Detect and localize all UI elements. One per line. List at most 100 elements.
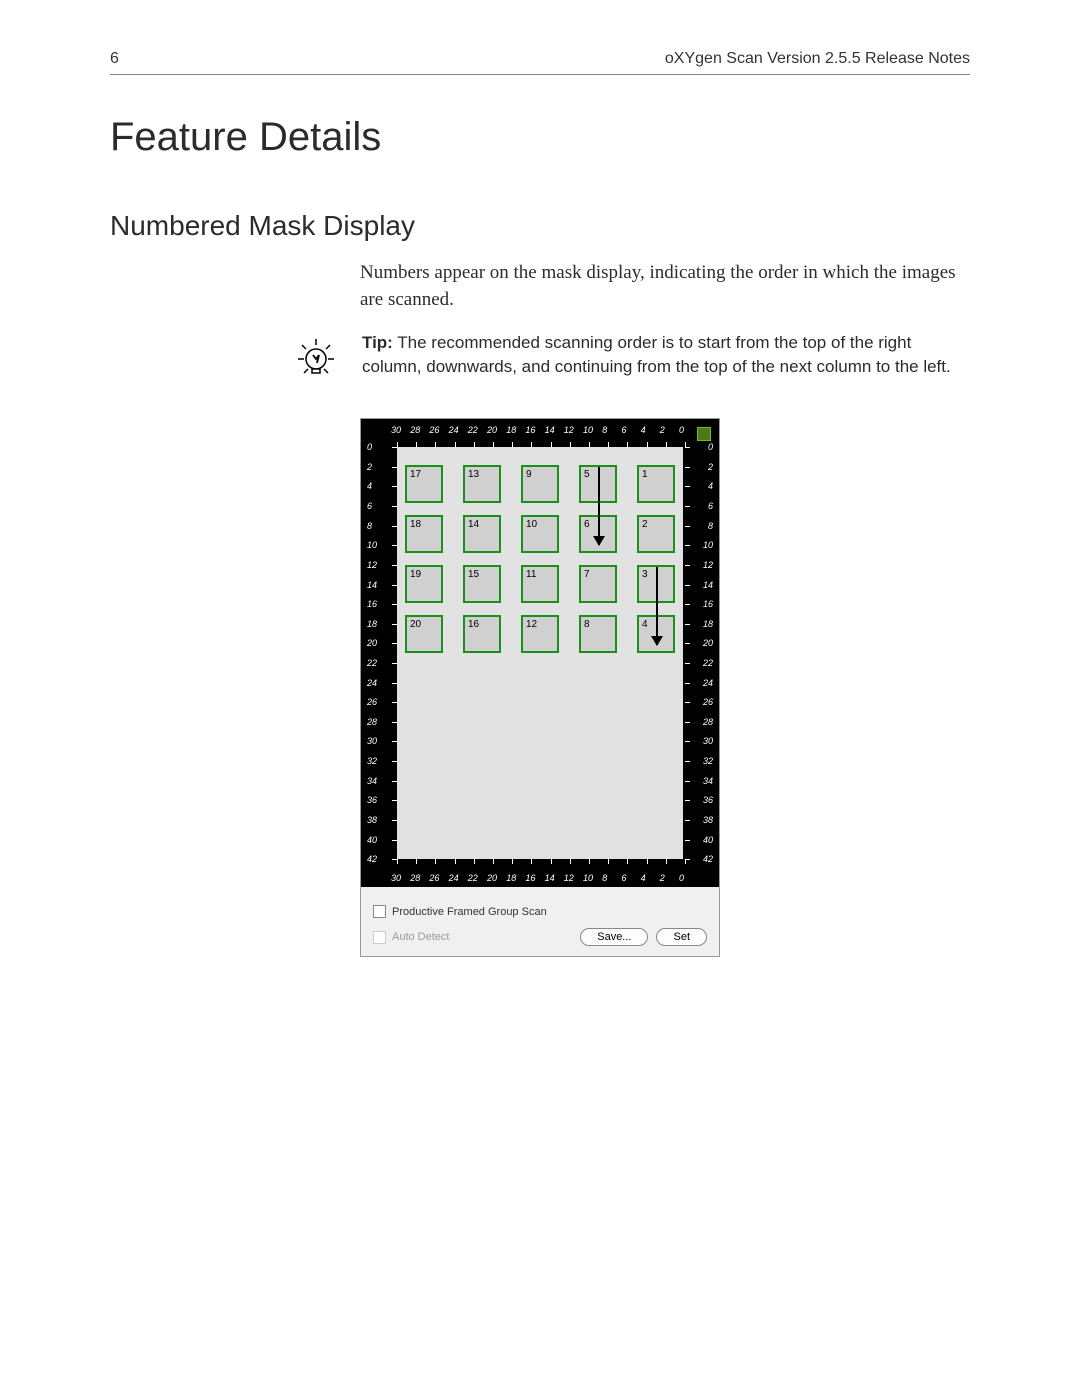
axis-tick-label: 38 (703, 815, 713, 825)
axis-tick-label: 28 (410, 425, 420, 435)
axis-tick-label: 8 (602, 425, 607, 435)
axis-tick-label: 16 (703, 599, 713, 609)
mask-cell[interactable]: 12 (521, 615, 559, 653)
axis-tick-label: 14 (703, 580, 713, 590)
axis-tick-label: 28 (367, 717, 377, 727)
axis-tick-label: 4 (641, 425, 646, 435)
panel-controls: Productive Framed Group Scan Auto Detect… (361, 887, 719, 956)
doc-title: oXYgen Scan Version 2.5.5 Release Notes (665, 50, 970, 68)
axis-tick-label: 24 (449, 425, 459, 435)
axis-tick-label: 34 (703, 776, 713, 786)
set-button[interactable]: Set (656, 928, 707, 946)
axis-tick-label: 24 (367, 678, 377, 688)
mask-cell[interactable]: 10 (521, 515, 559, 553)
intro-text: Numbers appear on the mask display, indi… (360, 260, 970, 313)
axis-tick-label: 4 (367, 481, 372, 491)
axis-tick-label: 22 (703, 658, 713, 668)
orientation-icon (697, 427, 711, 441)
axis-tick-label: 20 (703, 638, 713, 648)
mask-cell[interactable]: 8 (579, 615, 617, 653)
mask-cell[interactable]: 15 (463, 565, 501, 603)
page-header: 6 oXYgen Scan Version 2.5.5 Release Note… (110, 50, 970, 75)
axis-tick-label: 0 (679, 873, 684, 883)
axis-tick-label: 12 (367, 560, 377, 570)
axis-tick-label: 22 (468, 425, 478, 435)
axis-tick-label: 40 (367, 835, 377, 845)
axis-tick-label: 26 (367, 697, 377, 707)
section-title: Numbered Mask Display (110, 210, 970, 242)
mask-cell[interactable]: 17 (405, 465, 443, 503)
mask-cell[interactable]: 1 (637, 465, 675, 503)
axis-tick-label: 20 (487, 873, 497, 883)
axis-tick-label: 24 (449, 873, 459, 883)
axis-tick-label: 12 (564, 425, 574, 435)
axis-tick-label: 12 (703, 560, 713, 570)
axis-tick-label: 10 (583, 873, 593, 883)
axis-tick-label: 42 (367, 854, 377, 864)
axis-tick-label: 30 (703, 736, 713, 746)
axis-tick-label: 8 (602, 873, 607, 883)
mask-panel: 3030282826262424222220201818161614141212… (360, 418, 720, 957)
lightbulb-icon (290, 331, 342, 388)
scan-arrow-icon (598, 467, 600, 545)
axis-tick-label: 6 (621, 425, 626, 435)
axis-tick-label: 10 (583, 425, 593, 435)
axis-tick-label: 24 (703, 678, 713, 688)
axis-tick-label: 16 (525, 873, 535, 883)
axis-tick-label: 10 (367, 540, 377, 550)
axis-tick-label: 4 (708, 481, 713, 491)
axis-tick-label: 32 (703, 756, 713, 766)
axis-tick-label: 26 (429, 873, 439, 883)
axis-tick-label: 8 (708, 521, 713, 531)
axis-tick-label: 28 (410, 873, 420, 883)
checkbox-autodetect-label: Auto Detect (392, 931, 449, 943)
axis-tick-label: 2 (367, 462, 372, 472)
mask-cell[interactable]: 7 (579, 565, 617, 603)
axis-tick-label: 6 (367, 501, 372, 511)
mask-cell[interactable]: 14 (463, 515, 501, 553)
checkbox-autodetect[interactable] (373, 931, 386, 944)
axis-tick-label: 40 (703, 835, 713, 845)
axis-tick-label: 36 (367, 795, 377, 805)
scan-arrow-icon (656, 567, 658, 645)
axis-tick-label: 16 (525, 425, 535, 435)
axis-tick-label: 2 (708, 462, 713, 472)
axis-tick-label: 16 (367, 599, 377, 609)
checkbox-group-scan-label: Productive Framed Group Scan (392, 906, 547, 918)
page-number: 6 (110, 50, 119, 68)
mask-cell[interactable]: 18 (405, 515, 443, 553)
axis-tick-label: 2 (660, 873, 665, 883)
axis-tick-label: 42 (703, 854, 713, 864)
axis-tick-label: 2 (660, 425, 665, 435)
axis-tick-label: 14 (367, 580, 377, 590)
axis-tick-label: 14 (545, 425, 555, 435)
mask-cell[interactable]: 19 (405, 565, 443, 603)
checkbox-group-scan[interactable] (373, 905, 386, 918)
axis-tick-label: 0 (708, 442, 713, 452)
page-title: Feature Details (110, 115, 970, 160)
tip-label: Tip: (362, 333, 393, 352)
axis-tick-label: 38 (367, 815, 377, 825)
axis-tick-label: 20 (487, 425, 497, 435)
axis-tick-label: 30 (391, 873, 401, 883)
axis-tick-label: 18 (506, 425, 516, 435)
tip-block: Tip: The recommended scanning order is t… (290, 331, 970, 388)
axis-tick-label: 32 (367, 756, 377, 766)
axis-tick-label: 12 (564, 873, 574, 883)
mask-cell[interactable]: 13 (463, 465, 501, 503)
tip-body: The recommended scanning order is to sta… (362, 333, 951, 376)
mask-cell[interactable]: 20 (405, 615, 443, 653)
axis-tick-label: 6 (621, 873, 626, 883)
axis-tick-label: 28 (703, 717, 713, 727)
axis-tick-label: 4 (641, 873, 646, 883)
axis-tick-label: 8 (367, 521, 372, 531)
axis-tick-label: 18 (367, 619, 377, 629)
mask-cell[interactable]: 11 (521, 565, 559, 603)
axis-tick-label: 6 (708, 501, 713, 511)
axis-tick-label: 30 (367, 736, 377, 746)
mask-cell[interactable]: 9 (521, 465, 559, 503)
axis-tick-label: 22 (468, 873, 478, 883)
mask-cell[interactable]: 2 (637, 515, 675, 553)
mask-cell[interactable]: 16 (463, 615, 501, 653)
save-button[interactable]: Save... (580, 928, 648, 946)
